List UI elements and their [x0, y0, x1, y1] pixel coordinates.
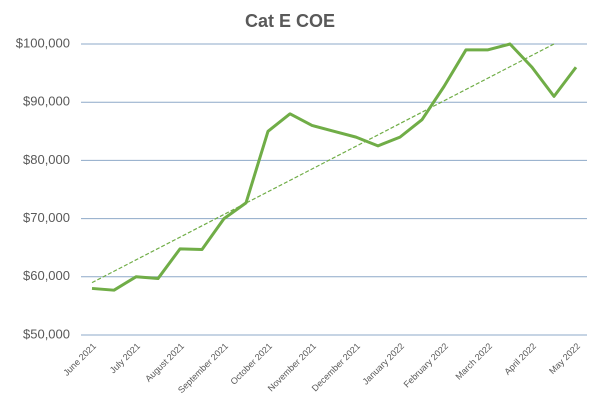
data-line	[91, 42, 578, 292]
trendline	[91, 43, 555, 284]
x-tick-label: July 2021	[108, 341, 142, 375]
chart-title: Cat E COE	[245, 11, 335, 31]
y-tick-label: $90,000	[23, 94, 70, 109]
y-tick-label: $50,000	[23, 326, 70, 341]
x-tick-label: April 2022	[502, 341, 538, 377]
x-tick-label: February 2022	[402, 341, 450, 389]
x-tick-label: October 2021	[228, 341, 274, 387]
x-tick-label: December 2021	[310, 341, 362, 393]
x-tick-label: January 2022	[360, 341, 406, 387]
y-tick-label: $60,000	[23, 268, 70, 283]
x-tick-label: May 2022	[547, 341, 582, 376]
x-tick-label: March 2022	[453, 341, 494, 382]
y-tick-label: $70,000	[23, 210, 70, 225]
x-tick-label: August 2021	[143, 341, 186, 384]
x-tick-label: June 2021	[61, 341, 98, 378]
y-tick-label: $80,000	[23, 152, 70, 167]
y-tick-label: $100,000	[16, 35, 70, 50]
